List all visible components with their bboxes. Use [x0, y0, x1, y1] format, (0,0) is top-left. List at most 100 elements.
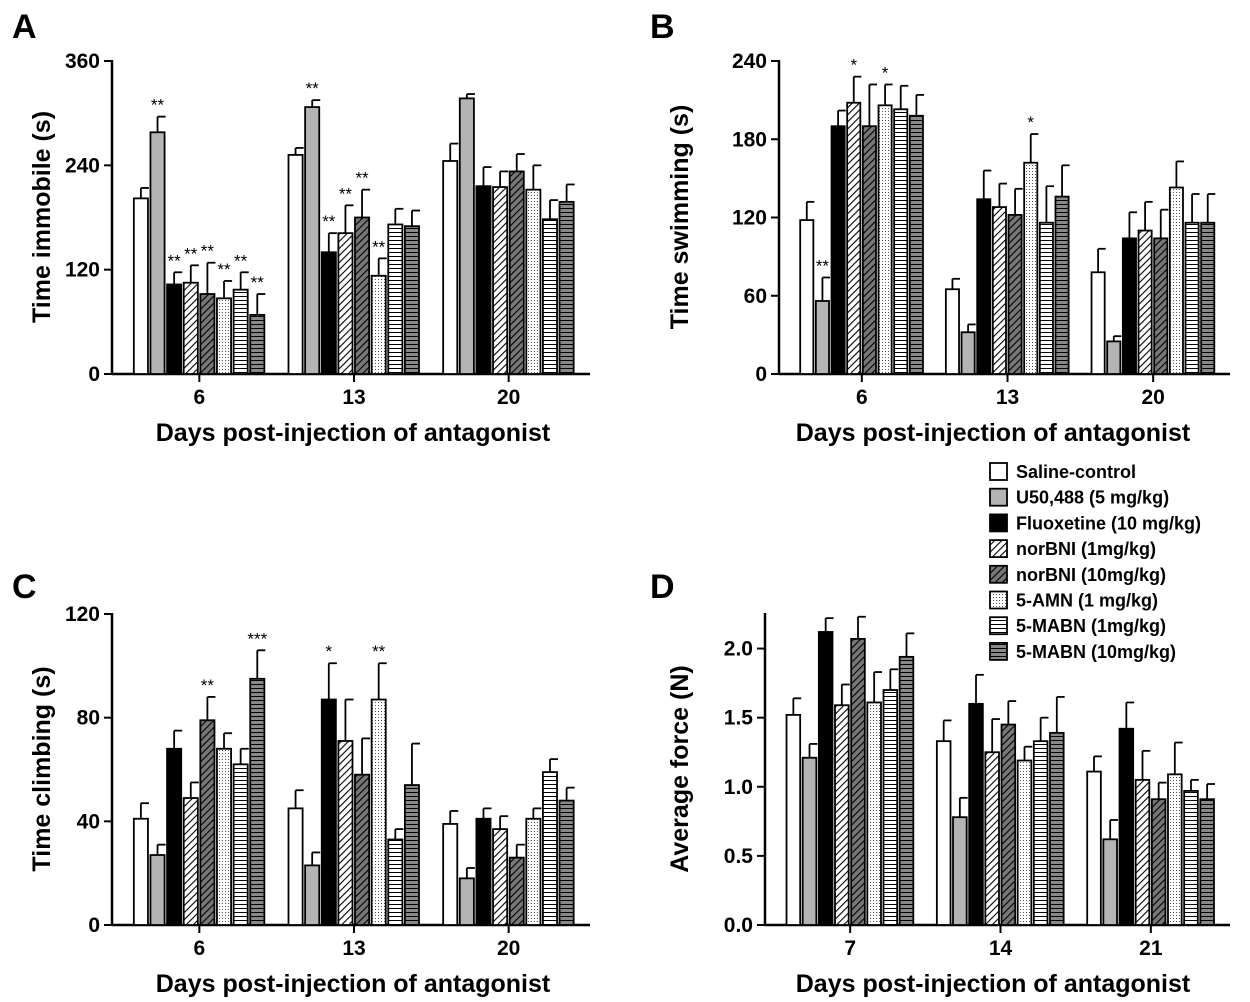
bar [1049, 731, 1065, 926]
bar [403, 784, 420, 926]
bar [354, 216, 371, 375]
bar [442, 823, 459, 926]
panel-letter: D [650, 568, 675, 606]
bar [1167, 773, 1183, 926]
y-axis-title: Time climbing (s) [28, 666, 56, 871]
significance-label: ** [339, 184, 353, 203]
legend-label: U50,488 (5 mg/kg) [1016, 488, 1169, 508]
y-tick-label: 120 [65, 259, 100, 282]
bar [287, 807, 304, 926]
bar [785, 714, 802, 926]
bar [132, 817, 149, 926]
bar [898, 655, 915, 926]
bar [846, 101, 862, 375]
y-axis-title: Time swimming (s) [666, 105, 694, 330]
y-tick-label: 2.0 [724, 638, 753, 661]
bar [830, 125, 846, 375]
bar [337, 740, 354, 926]
significance-label: ** [234, 251, 248, 270]
bar [908, 114, 924, 375]
x-tick-label: 6 [856, 386, 868, 409]
bar [320, 251, 337, 375]
bar [984, 751, 1000, 926]
bar [199, 293, 216, 375]
bar [132, 197, 149, 375]
bar [232, 288, 249, 375]
bar [558, 200, 575, 375]
panel-b: B 0 60 120 180 240 Time swimming (s) Days post-… [650, 8, 1230, 447]
bar [403, 225, 420, 375]
x-tick-label: 20 [497, 386, 520, 409]
bar [1032, 740, 1049, 926]
y-axis-title: Average force (N) [666, 665, 694, 872]
bar [442, 160, 459, 375]
bar [1038, 221, 1054, 375]
bar [387, 223, 404, 375]
bar [1016, 759, 1033, 926]
x-axis-title: Days post-injection of antagonist [156, 970, 551, 998]
bar [542, 771, 558, 926]
y-axis-title: Time immobile (s) [28, 111, 56, 323]
bar [834, 704, 850, 926]
bar [370, 698, 387, 926]
significance-label: ** [201, 676, 215, 695]
bar [952, 816, 968, 926]
bar [799, 219, 815, 375]
bar [1168, 186, 1184, 375]
significance-label: ** [151, 96, 165, 115]
x-tick-label: 13 [996, 386, 1019, 409]
y-tick-label: 40 [77, 810, 100, 833]
bar [232, 763, 249, 926]
bar [525, 817, 542, 926]
bar [458, 877, 475, 926]
bar [1137, 229, 1153, 375]
y-tick-label: 0 [88, 363, 100, 386]
x-tick-label: 6 [193, 386, 205, 409]
bar [1134, 778, 1151, 926]
bar [877, 104, 893, 375]
y-tick-label: 360 [65, 50, 100, 73]
y-tick-label: 240 [732, 50, 767, 73]
bar [508, 170, 525, 375]
x-tick-label: 13 [342, 386, 365, 409]
bar [1023, 161, 1039, 375]
significance-label: ** [372, 642, 386, 661]
legend-swatch [989, 564, 1008, 584]
bar [492, 186, 509, 375]
bar [1118, 727, 1135, 926]
y-tick-label: 0.5 [724, 845, 754, 868]
bar [492, 828, 509, 926]
bar [149, 854, 166, 926]
bar [991, 206, 1007, 375]
x-axis-title: Days post-injection of antagonist [156, 419, 551, 447]
bar [1102, 838, 1118, 926]
bar [249, 677, 266, 926]
significance-label: ** [217, 260, 231, 279]
legend-swatch [989, 487, 1008, 507]
bar [475, 817, 492, 926]
x-tick-label: 20 [1141, 386, 1164, 409]
significance-label: ** [322, 212, 336, 231]
panel-letter: B [650, 8, 675, 46]
legend-label: 5-MABN (1mg/kg) [1016, 616, 1166, 636]
significance-label: ** [306, 79, 320, 98]
legend-label: norBNI (1mg/kg) [1016, 539, 1156, 559]
legend-label: 5-AMN (1 mg/kg) [1016, 591, 1158, 611]
bar [976, 198, 992, 375]
x-tick-label: 14 [989, 937, 1013, 960]
bar [1153, 237, 1169, 375]
bar [1183, 790, 1199, 926]
y-tick-label: 120 [732, 207, 767, 230]
legend-swatch [989, 642, 1008, 661]
significance-label: ** [184, 244, 198, 263]
legend-swatch [989, 513, 1008, 533]
legend-swatch [989, 590, 1008, 610]
panel-letter: C [12, 568, 37, 606]
legend-swatch [989, 462, 1008, 481]
bar [1199, 798, 1215, 926]
bar [1106, 340, 1122, 375]
bar [944, 288, 960, 375]
bar [304, 864, 321, 926]
panel-d: D 0.0 0.5 1.0 1.5 2.0 Average force (N) Days po… [650, 568, 1230, 998]
bar [801, 756, 818, 926]
